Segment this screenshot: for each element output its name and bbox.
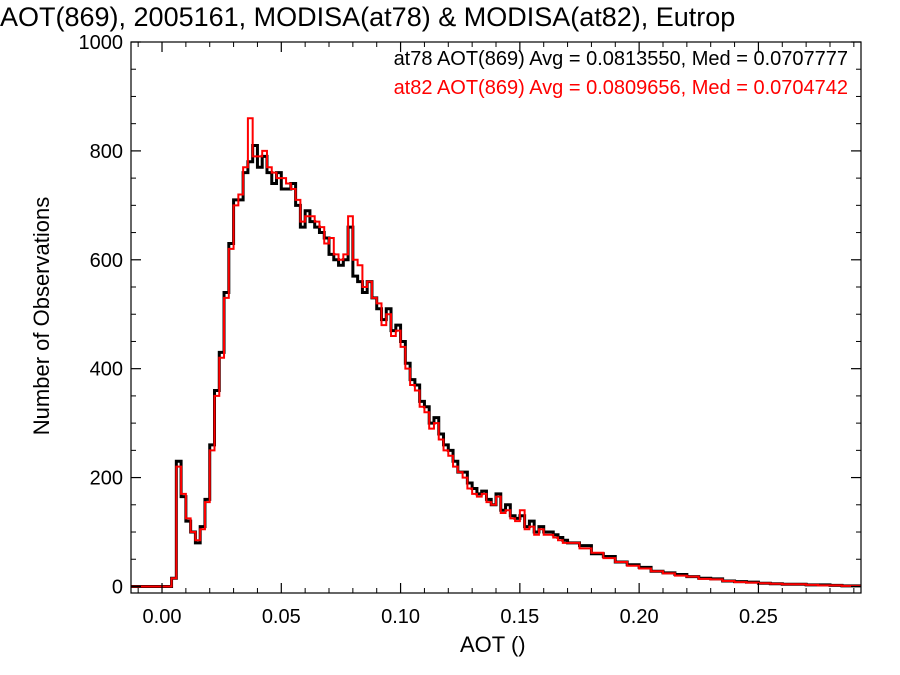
axes-layer: 0.00 0.05 0.10 0.15 0.20 0.25 0 200 400 600 800 100… [79,32,862,628]
y-tick-label: 0 [112,576,123,598]
x-tick-label: 0.15 [500,606,539,628]
x-tick-label: 0.05 [262,606,301,628]
series-layer [131,117,861,588]
x-tick-label: 0.25 [739,606,778,628]
histogram-series-2 [131,117,861,588]
x-axis-label: AOT () [460,632,526,657]
y-tick-label: 1000 [79,32,124,54]
chart-title: AOT(869), 2005161, MODISA(at78) & MODISA… [0,2,736,32]
y-tick-label: 400 [90,359,123,381]
y-tick-label: 600 [90,250,123,272]
histogram-series-1 [131,143,861,588]
plot-frame [130,41,862,594]
x-tick-label: 0.10 [381,606,420,628]
y-tick-label: 800 [90,141,123,163]
y-tick-label: 200 [90,468,123,490]
x-tick-label: 0.20 [620,606,659,628]
series-2-stats-annotation: at82 AOT(869) Avg = 0.0809656, Med = 0.0… [393,77,848,99]
series-1-stats-annotation: at78 AOT(869) Avg = 0.0813550, Med = 0.0… [393,48,848,70]
x-tick-label: 0.00 [143,606,182,628]
